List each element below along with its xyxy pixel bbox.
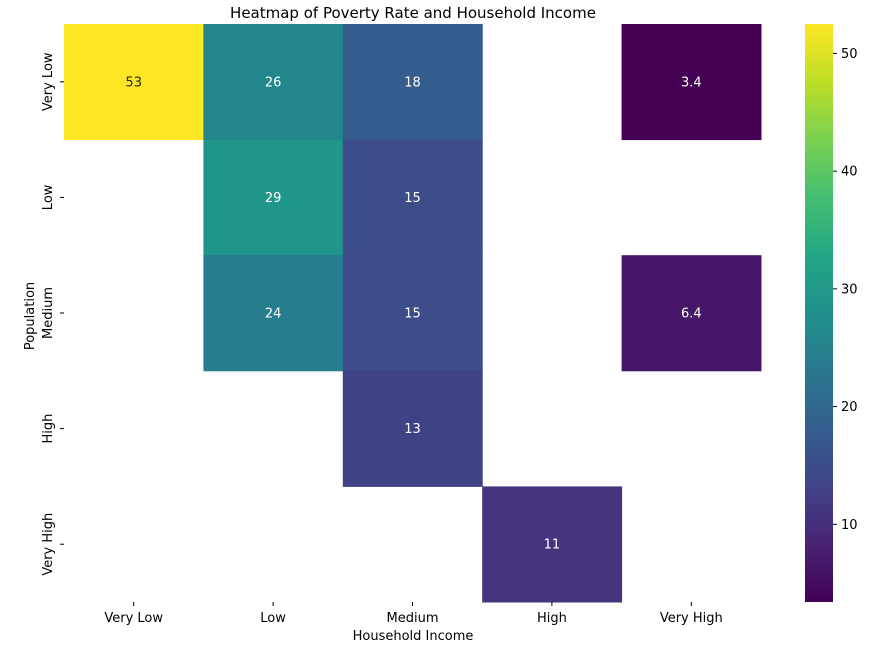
heatmap-cell <box>64 24 204 141</box>
heatmap-cell <box>342 139 483 256</box>
cell-annotation: 26 <box>265 75 282 90</box>
cell-annotation: 3.4 <box>681 75 702 90</box>
cell-annotation: 53 <box>125 75 142 90</box>
cell-annotations: 53 26 18 3.4 29 15 24 15 6.4 13 11 <box>125 75 701 552</box>
cell-annotation: 11 <box>544 538 561 553</box>
heatmap-cell <box>621 255 762 372</box>
y-tick-label: Medium <box>41 287 56 339</box>
y-tick-label: High <box>41 414 56 444</box>
colorbar-gradient <box>805 24 833 602</box>
colorbar: 10 20 30 40 50 <box>805 24 858 602</box>
colorbar-tick-label: 20 <box>841 400 858 415</box>
cell-annotation: 29 <box>265 191 282 206</box>
y-tick-label: Very High <box>41 513 56 576</box>
heatmap-cell <box>203 139 344 256</box>
x-tick-label: Medium <box>387 611 439 626</box>
cell-annotation: 15 <box>404 191 421 206</box>
x-axis-label: Household Income <box>353 629 474 644</box>
x-tick-label: Low <box>260 611 286 626</box>
y-axis-label: Population <box>23 282 38 350</box>
x-tick-label: Very Low <box>104 611 163 626</box>
x-tick-label: High <box>537 611 567 626</box>
colorbar-tick-label: 50 <box>841 47 858 62</box>
y-tick-label: Low <box>41 184 56 210</box>
chart-title: Heatmap of Poverty Rate and Household In… <box>230 4 596 22</box>
cell-annotation: 15 <box>404 307 421 322</box>
heatmap-cell <box>342 24 483 141</box>
heatmap-cell <box>482 486 623 603</box>
cell-annotation: 24 <box>265 307 282 322</box>
heatmap-cells <box>64 24 762 603</box>
colorbar-tick-label: 40 <box>841 165 858 180</box>
heatmap-cell <box>342 255 483 372</box>
heatmap-cell <box>342 370 483 487</box>
y-axis: Very Low Low Medium High Very High <box>41 52 64 576</box>
x-axis: Very Low Low Medium High Very High <box>104 602 723 626</box>
x-tick-label: Very High <box>660 611 723 626</box>
cell-annotation: 18 <box>404 75 421 90</box>
colorbar-tick-label: 30 <box>841 282 858 297</box>
heatmap-cell <box>621 24 762 141</box>
y-tick-label: Very Low <box>41 52 56 111</box>
colorbar-tick-label: 10 <box>841 518 858 533</box>
cell-annotation: 6.4 <box>681 307 702 322</box>
heatmap-cell <box>203 24 344 141</box>
heatmap-cell <box>203 255 344 372</box>
cell-annotation: 13 <box>404 422 421 437</box>
